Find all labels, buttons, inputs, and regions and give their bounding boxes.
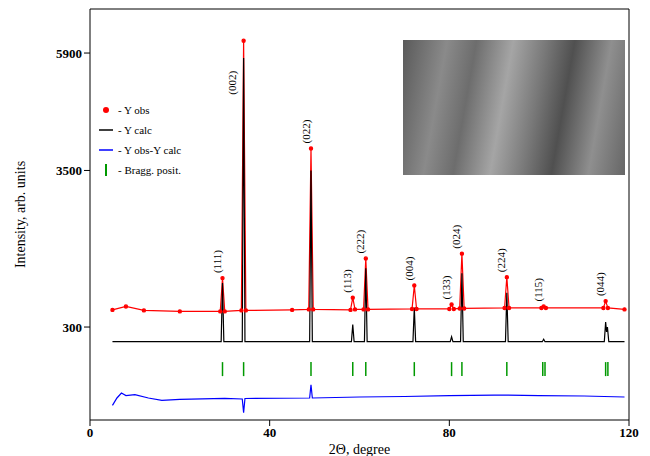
svg-text:(022): (022): [300, 119, 313, 143]
html-text:- Y calc: - Y calc: [118, 124, 152, 136]
svg-text:80: 80: [443, 425, 456, 440]
html-text:- Bragg. posit.: - Bragg. posit.: [118, 164, 181, 176]
svg-text:(115): (115): [532, 278, 545, 302]
svg-text:(222): (222): [354, 229, 367, 253]
svg-text:120: 120: [619, 425, 639, 440]
svg-text:40: 40: [263, 425, 276, 440]
html-text:- Y obs-Y calc: - Y obs-Y calc: [118, 144, 182, 156]
svg-text:(113): (113): [341, 269, 354, 293]
svg-text:(044): (044): [594, 272, 607, 296]
html-text:- Y obs: - Y obs: [118, 104, 150, 116]
svg-text:(111): (111): [211, 250, 224, 273]
svg-text:(002): (002): [226, 71, 239, 95]
svg-text:3500: 3500: [56, 163, 82, 178]
svg-text:(133): (133): [440, 275, 453, 299]
svg-text:0: 0: [87, 425, 94, 440]
svg-text:2Θ, degree: 2Θ, degree: [329, 442, 390, 456]
svg-text:Intensity, arb. units: Intensity, arb. units: [13, 161, 28, 268]
svg-text:300: 300: [63, 320, 83, 335]
svg-text:5900: 5900: [56, 46, 82, 61]
svg-text:(004): (004): [403, 256, 416, 280]
svg-text:(024): (024): [450, 224, 463, 248]
svg-text:(224): (224): [495, 248, 508, 272]
